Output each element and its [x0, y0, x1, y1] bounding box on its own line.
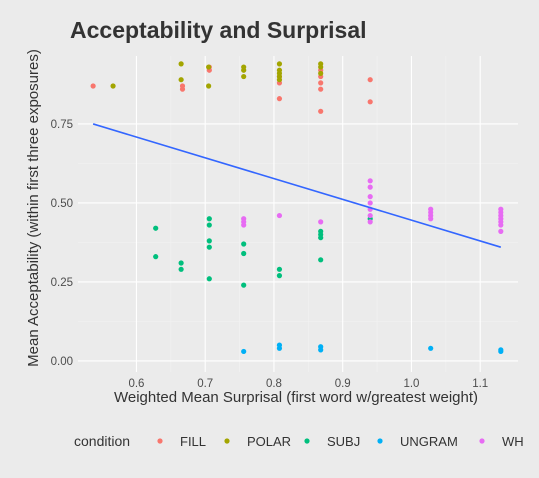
data-point-subj [206, 244, 212, 250]
data-point-subj [318, 257, 324, 263]
data-point-wh [276, 212, 283, 219]
plot-area: 0.6 0.7 0.8 0.9 1.0 1.1 0.00 0.25 0.50 0.75 [51, 56, 518, 390]
data-point-wh [367, 178, 373, 184]
data-point-subj [241, 282, 247, 288]
data-point-ungram [428, 345, 434, 351]
data-point-fill [318, 80, 324, 86]
data-point-polar [241, 73, 247, 80]
data-point-polar [241, 64, 247, 70]
data-point-wh [318, 219, 324, 225]
data-point-polar [276, 61, 283, 67]
data-point-subj [276, 273, 283, 279]
data-point-fill [90, 83, 96, 89]
legend-label-wh: WH [502, 434, 524, 449]
data-point-wh [367, 219, 373, 225]
data-point-ungram [318, 347, 324, 353]
y-tick-label: 0.00 [51, 356, 73, 368]
data-point-subj [206, 216, 212, 222]
data-point-subj [276, 266, 283, 272]
x-axis-title: Weighted Mean Surprisal (first word w/gr… [114, 389, 478, 406]
legend-label-ungram: UNGRAM [400, 434, 458, 449]
data-point-subj [153, 254, 159, 260]
data-point-wh [241, 222, 247, 228]
data-point-wh [367, 184, 373, 190]
data-point-polar [178, 61, 184, 67]
legend-marker-ungram [377, 438, 383, 444]
chart-title: Acceptability and Surprisal [70, 17, 367, 43]
data-point-ungram [276, 345, 283, 351]
y-tick-label: 0.75 [51, 119, 73, 131]
data-point-subj [206, 222, 212, 228]
legend-label-fill: FILL [180, 434, 206, 449]
data-point-subj [178, 260, 184, 266]
data-point-subj [241, 241, 247, 247]
x-tick-label: 0.7 [197, 378, 213, 390]
trend-line [92, 123, 502, 248]
data-point-polar [276, 67, 283, 73]
data-point-wh [367, 212, 373, 219]
data-point-subj [206, 276, 212, 282]
data-point-fill [318, 108, 324, 114]
x-tick-label: 0.9 [335, 378, 351, 390]
data-point-polar [318, 70, 324, 76]
y-axis-title: Mean Acceptability (within first three e… [25, 49, 42, 367]
data-point-subj [206, 238, 212, 244]
legend-label-polar: POLAR [247, 434, 291, 449]
data-point-polar [110, 83, 116, 89]
data-point-fill [367, 99, 373, 105]
data-point-fill [367, 77, 373, 83]
data-point-subj [241, 250, 247, 257]
data-point-fill [179, 83, 186, 89]
legend-marker-fill [157, 438, 163, 444]
x-tick-label: 0.6 [128, 378, 144, 390]
data-point-wh [498, 228, 504, 234]
data-point-polar [178, 77, 184, 83]
y-tick-label: 0.50 [51, 198, 73, 210]
data-point-subj [153, 225, 159, 231]
legend: condition FILL POLAR SUBJ UNGRAM WH [74, 433, 524, 449]
data-point-ungram [241, 348, 247, 355]
data-point-fill [318, 86, 324, 92]
legend-marker-polar [224, 438, 230, 444]
data-point-polar [206, 64, 212, 70]
data-point-polar [318, 61, 324, 67]
data-point-fill [276, 96, 283, 102]
legend-marker-subj [304, 438, 310, 444]
y-tick-label: 0.25 [51, 277, 73, 289]
data-point-wh [428, 216, 434, 222]
x-tick-label: 1.0 [403, 378, 419, 390]
data-point-ungram [498, 348, 504, 355]
x-tick-label: 0.8 [266, 378, 282, 390]
legend-title: condition [74, 433, 130, 449]
data-point-wh [498, 222, 504, 228]
data-point-polar [206, 83, 212, 89]
data-point-wh [367, 194, 373, 200]
data-point-subj [178, 266, 184, 272]
legend-label-subj: SUBJ [327, 434, 360, 449]
x-tick-label: 1.1 [472, 378, 488, 390]
data-point-wh [367, 200, 373, 206]
legend-marker-wh [479, 438, 485, 444]
data-point-subj [318, 235, 324, 241]
